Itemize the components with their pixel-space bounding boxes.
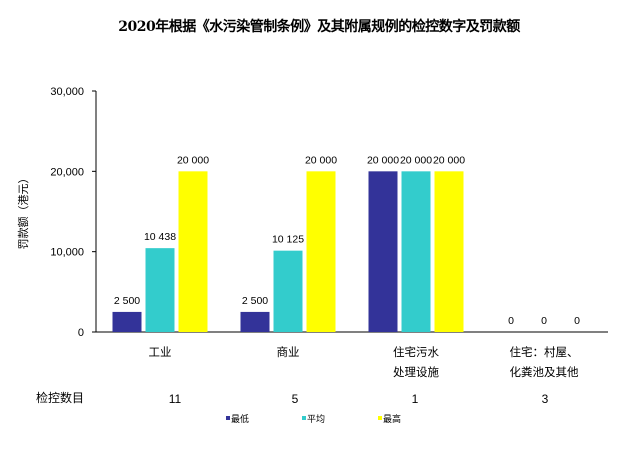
y-tick-label: 30,000 [50,86,84,98]
prosecution-count: 11 [169,392,182,406]
data-label: 10 125 [272,234,304,246]
bar-平均 [273,250,303,332]
x-category-label: 化粪池及其他 [510,365,579,379]
y-tick-label: 20,000 [50,166,84,178]
legend-label: 平均 [307,413,325,424]
data-label: 2 500 [114,295,140,307]
legend-swatch-平均 [302,416,306,420]
data-label: 2 500 [242,295,268,307]
prosecution-count: 1 [412,392,419,406]
bar-平均 [145,248,175,332]
x-category-label: 工业 [149,346,172,359]
data-label: 0 [541,315,547,327]
table-row-label: 检控数目 [36,390,84,405]
prosecution-count: 5 [292,392,299,406]
data-label: 20 000 [400,154,432,166]
y-tick-label: 0 [78,327,84,339]
bar-最高 [306,171,336,332]
data-label: 20 000 [177,154,209,166]
bar-最高 [178,171,208,332]
data-label: 0 [574,315,580,327]
bar-最高 [434,171,464,332]
prosecution-count: 3 [542,392,549,406]
chart-title: 2020年根据《水污染管制条例》及其附属规例的检控数字及罚款额 [118,19,520,35]
bar-最低 [368,171,398,332]
legend-swatch-最低 [226,416,230,420]
legend-label: 最低 [231,413,249,424]
bar-最低 [240,311,270,332]
x-category-label: 住宅：村屋、 [510,345,579,359]
data-label: 20 000 [367,154,399,166]
legend-swatch-最高 [378,416,382,420]
data-label: 20 000 [305,154,337,166]
y-axis-label: 罚款额（港元） [16,173,30,250]
legend-label: 最高 [383,413,401,424]
bar-最低 [112,311,142,332]
x-category-label: 商业 [277,345,300,359]
x-category-label: 住宅污水 [393,345,439,359]
x-category-label: 处理设施 [393,366,439,379]
data-label: 10 438 [144,231,176,243]
y-tick-label: 10,000 [50,247,84,259]
data-label: 20 000 [433,154,465,166]
data-label: 0 [508,315,514,327]
bar-平均 [401,171,431,332]
